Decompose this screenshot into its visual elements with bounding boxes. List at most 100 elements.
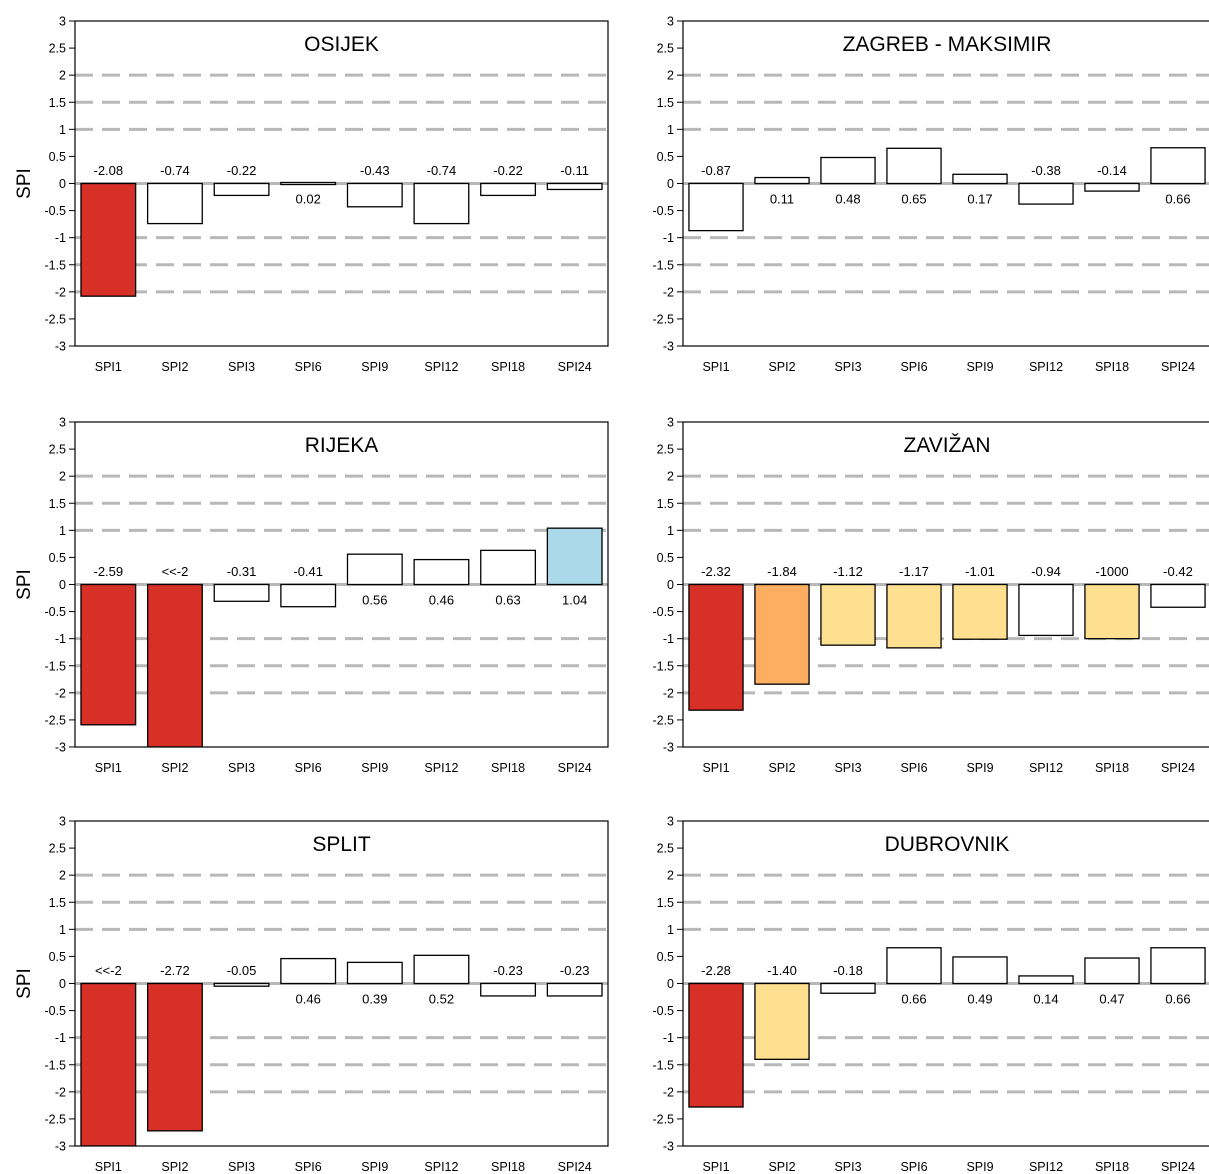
y-tick-label: -2.5 (652, 713, 674, 727)
y-tick-label: 1.5 (657, 497, 674, 511)
x-tick-label: SPI2 (768, 360, 795, 374)
y-tick-label: -2.5 (44, 312, 66, 326)
chart-title: SPLIT (312, 833, 371, 856)
bar-spi3 (820, 583, 876, 646)
chart-title: RIJEKA (305, 434, 379, 457)
chart-panel-1: -2.08 -0.74 -0.22 0.02 -0.43 -0.74 -0.22 -0.11 3… (14, 15, 609, 374)
bar-spi24 (1150, 947, 1206, 985)
x-tick-label: SPI3 (228, 761, 255, 775)
bar-spi18 (480, 982, 537, 997)
x-tick-label: SPI9 (966, 360, 993, 374)
y-tick-label: -2.5 (652, 312, 674, 326)
bar-spi18 (480, 549, 537, 586)
x-tick-label: SPI18 (491, 360, 525, 374)
bar-spi2 (754, 176, 810, 185)
bar-spi18 (1084, 583, 1140, 640)
bar-spi24 (1150, 147, 1206, 185)
value-label: -1.40 (767, 963, 797, 978)
value-label: -0.74 (160, 163, 190, 178)
y-tick-label: 0.5 (657, 150, 674, 164)
value-label: <<-2 (162, 564, 189, 579)
y-tick-label: -1.5 (44, 1058, 66, 1072)
y-tick-label: 2 (59, 869, 66, 883)
bar-spi12 (1018, 182, 1074, 205)
value-label: 0.47 (1099, 992, 1124, 1007)
bar-spi1 (688, 583, 744, 711)
y-tick-label: -3 (55, 741, 66, 755)
y-tick-label: 1 (59, 524, 66, 538)
y-tick-label: 3 (667, 815, 674, 829)
bar-spi2 (146, 182, 203, 225)
value-label: -0.94 (1031, 564, 1061, 579)
value-label: 0.17 (967, 192, 992, 207)
y-tick-label: -2.5 (44, 713, 66, 727)
y-tick-label: -3 (663, 1140, 674, 1154)
x-tick-label: SPI18 (1095, 360, 1129, 374)
x-tick-label: SPI2 (161, 761, 188, 775)
chart-panel-2: -0.87 0.11 0.48 0.65 0.17 -0.38 -0.14 0.66 3 2.5 2… (652, 15, 1209, 374)
x-tick-label: SPI6 (900, 1160, 927, 1174)
y-tick-label: 2 (667, 869, 674, 883)
y-tick-label: 1.5 (49, 896, 66, 910)
y-tick-label: -0.5 (652, 204, 674, 218)
bar-group (688, 147, 1206, 232)
x-tick-label: SPI3 (834, 1160, 861, 1174)
bar-spi12 (1018, 975, 1074, 985)
value-label: 0.52 (429, 992, 454, 1007)
y-tick-label: 3 (59, 416, 66, 430)
y-tick-label: 0 (59, 578, 66, 592)
x-tick-label: SPI24 (558, 761, 592, 775)
bar-spi6 (280, 957, 337, 985)
bar-group (80, 181, 603, 297)
bar-group (80, 527, 603, 747)
y-tick-label: 0.5 (49, 950, 66, 964)
y-tick-label: 1.5 (657, 96, 674, 110)
y-tick-label: -1 (663, 1031, 674, 1045)
x-tick-label: SPI12 (1029, 1160, 1063, 1174)
y-tick-label: -1.5 (652, 258, 674, 272)
y-tick-label: 2 (59, 69, 66, 83)
y-axis-label: SPI (14, 168, 35, 199)
bar-spi6 (280, 583, 337, 608)
y-tick-label: -0.5 (652, 1004, 674, 1018)
x-tick-label: SPI18 (491, 761, 525, 775)
x-tick-label: SPI2 (161, 360, 188, 374)
y-tick-label: -2 (55, 686, 66, 700)
bar-group (688, 583, 1206, 711)
y-tick-label: -0.5 (44, 1004, 66, 1018)
y-tick-label: -1 (55, 1031, 66, 1045)
y-tick-label: -2.5 (44, 1112, 66, 1126)
x-tick-label: SPI3 (228, 360, 255, 374)
bar-spi12 (413, 558, 470, 586)
y-tick-label: 2 (667, 69, 674, 83)
bar-spi2 (754, 583, 810, 685)
value-label: -1.01 (965, 564, 995, 579)
x-tick-label: SPI24 (1161, 360, 1195, 374)
y-tick-label: 0 (667, 578, 674, 592)
bar-spi24 (546, 982, 603, 997)
y-tick-label: -1 (663, 632, 674, 646)
bar-spi1 (80, 583, 137, 726)
y-tick-label: 0.5 (49, 551, 66, 565)
y-tick-label: 3 (59, 15, 66, 29)
y-tick-label: 0 (59, 977, 66, 991)
y-tick-label: -2 (55, 1085, 66, 1099)
y-tick-label: 2.5 (49, 842, 66, 856)
bar-spi18 (480, 182, 537, 197)
value-label: -0.22 (493, 163, 523, 178)
value-label: 0.66 (901, 992, 926, 1007)
bar-spi12 (413, 182, 470, 225)
x-tick-label: SPI6 (900, 761, 927, 775)
bar-spi9 (952, 583, 1008, 640)
bar-spi9 (346, 182, 403, 208)
bar-spi6 (886, 583, 942, 649)
y-tick-label: -2 (663, 1085, 674, 1099)
value-label: -0.22 (227, 163, 257, 178)
y-tick-label: 2 (59, 470, 66, 484)
x-tick-label: SPI18 (1095, 1160, 1129, 1174)
x-tick-label: SPI9 (361, 761, 388, 775)
chart-panel-4: -2.32 -1.84 -1.12 -1.17 -1.01 -0.94 -1000 -0.42… (652, 416, 1209, 775)
bar-spi9 (952, 173, 1008, 185)
y-axis-label: SPI (14, 968, 35, 999)
value-label: -0.23 (493, 963, 523, 978)
